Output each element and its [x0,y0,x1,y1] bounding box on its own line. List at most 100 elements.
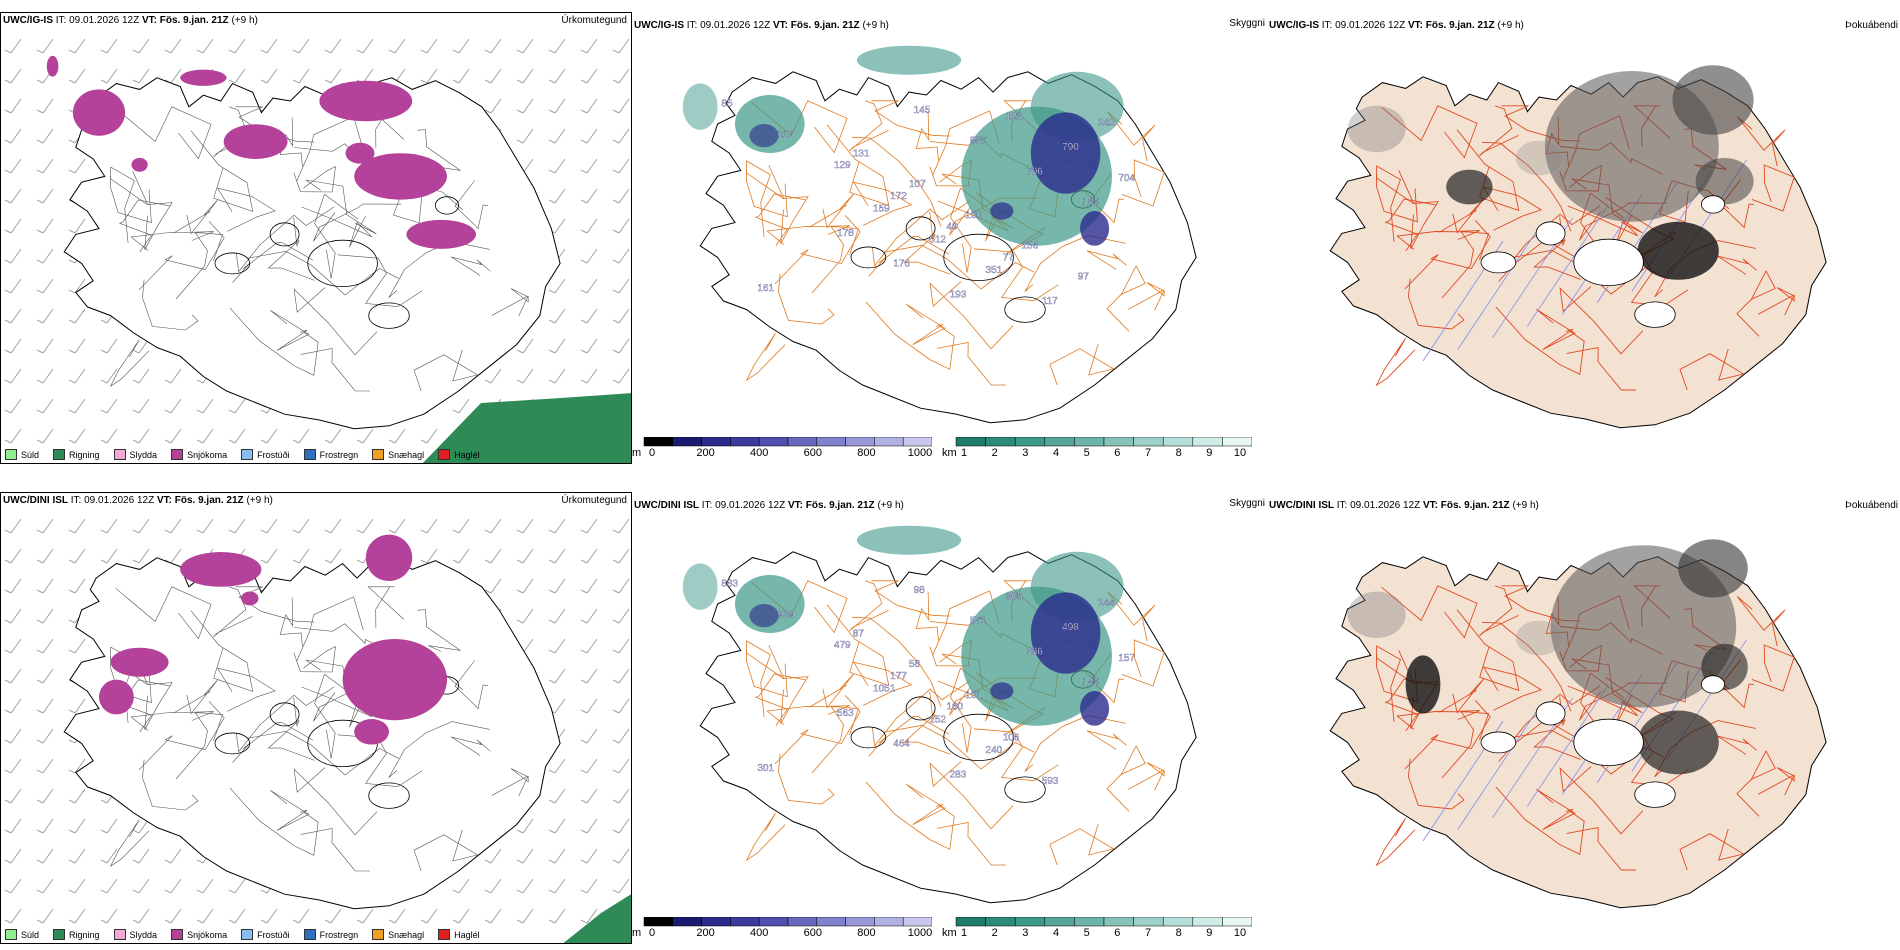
river-line [1527,205,1608,327]
legend-swatch [171,929,184,940]
visibility-colorbar-1: km 1 2 3 4 5 6 7 8 9 10 [942,437,1252,463]
road-line [852,181,913,226]
wind-barb [164,908,182,924]
colorbar-swatch [1133,917,1164,927]
wind-barb [548,638,566,654]
cloudbase-value-label: 301 [757,763,774,774]
colorbar-swatch [1044,917,1075,927]
wind-barb [4,38,22,54]
wind-barb [100,38,118,54]
wind-barb [548,98,566,114]
cloudbase-value-label: 106 [1003,732,1020,743]
wind-barb [420,68,438,84]
cloudbase-colorbar-1: m 0 200 400 600 800 1000 [632,437,932,463]
road-line [905,783,946,825]
wind-barb [292,68,310,84]
fog-title-2: Þokuábendi [1845,500,1898,511]
model-name: UWC/DINI ISL [3,495,68,506]
road-line [865,301,955,370]
colorbar-tick: 4 [1052,927,1060,939]
road-line [110,175,152,224]
wind-barb [36,728,54,744]
legend-swatch [303,929,316,940]
vt-label: VT: [1407,20,1423,31]
road-line [1757,767,1795,796]
wind-barb [68,578,86,594]
road-line [1751,164,1795,212]
road-line [1375,338,1416,387]
cloudbase-value-label: 883 [721,579,738,590]
wind-barb [292,548,310,564]
colorbar-swatch [1074,917,1105,927]
road-line [778,753,835,805]
wind-barb [548,758,566,774]
wind-barb [4,218,22,234]
colorbar-swatch [672,917,702,927]
wind-barb [420,908,438,924]
colorbar-tick: 400 [750,447,769,459]
glacier-outline [368,302,410,329]
vt-label: VT: [1422,500,1438,511]
cloudbase-area [1080,691,1110,726]
colorbar-tick: 1000 [907,927,933,939]
wind-barb [580,668,598,684]
vt-value: Fös. 9.jan. 21Z [174,495,244,506]
colorbar-tick: 6 [1114,927,1121,939]
road-line [811,705,850,774]
legend-label: Rigning [69,449,100,460]
wind-barb [452,398,470,414]
road-line [1396,711,1490,741]
fog-index-area [1637,221,1719,280]
road-line [1559,286,1644,355]
wind-barb [612,698,630,714]
wind-barb [388,38,406,54]
glacier-outline [1700,195,1725,214]
colorbar-swatch [1014,437,1046,447]
wind-barb [36,98,54,114]
wind-barb [484,368,502,384]
wind-barb [324,548,342,564]
wind-barb [580,818,598,834]
legend-item: Haglél [438,449,480,460]
road-line [173,679,219,715]
road-line [314,193,359,279]
road-line [270,789,310,831]
wind-barb [516,608,534,624]
wind-barb [36,578,54,594]
wind-barb [132,68,150,84]
colorbar-tick: 10 [1233,927,1247,939]
it-label: IT: [701,500,713,511]
road-line [774,695,861,765]
colorbar-tick: 200 [696,927,715,939]
wind-barb [452,548,470,564]
wind-barb [548,878,566,894]
cloudbase-value-label: 117 [1042,296,1058,307]
road-line [754,193,807,247]
legend-label: Slydda [129,449,158,460]
colorbar-tick: 400 [750,927,769,939]
wind-barb [580,758,598,774]
road-line [388,721,490,778]
road-line [929,761,1014,830]
wind-barb [580,788,598,804]
glacier-outline [269,702,300,727]
vt-value: Fös. 9.jan. 21Z [1425,20,1495,31]
rain-area [563,894,631,943]
wind-barb [548,608,566,624]
fog-index-area [1637,710,1719,775]
glacier-outline [1573,718,1644,766]
road-line [1679,828,1745,871]
wind-barb [516,878,534,894]
it-label: IT: [70,495,82,506]
snow-area [180,69,227,86]
road-line [915,591,939,641]
wind-barb [580,218,598,234]
wind-barb [4,698,22,714]
wind-barb [516,98,534,114]
wind-barb [548,368,566,384]
glacier-outline [1535,701,1566,726]
cloudbase-value-label: 58 [909,659,921,670]
road-line [1535,308,1576,351]
colorbar-swatch [758,437,789,447]
road-line [774,215,861,285]
